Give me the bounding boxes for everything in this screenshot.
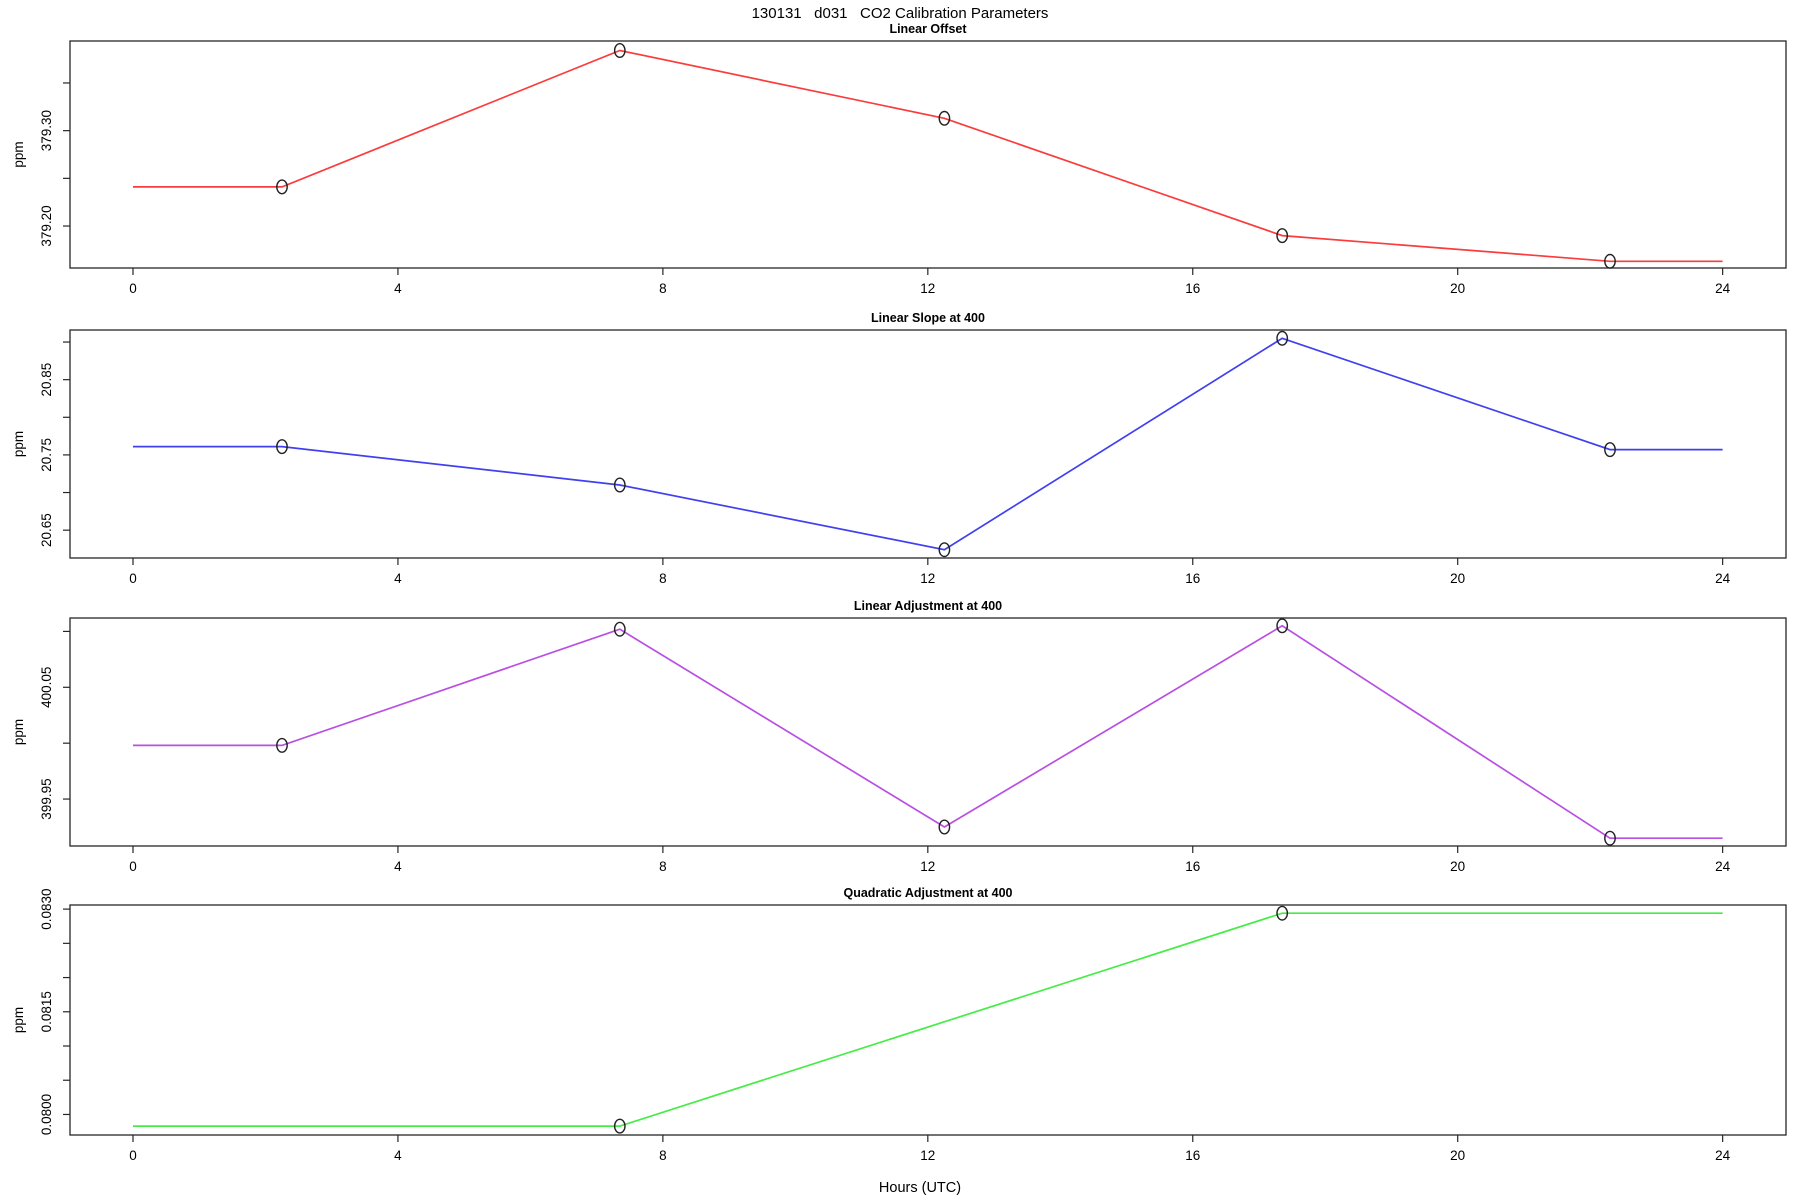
data-point-marker: [938, 819, 951, 835]
x-tick-label: 8: [659, 281, 667, 296]
panel-title: Quadratic Adjustment at 400: [843, 886, 1012, 900]
series-line: [133, 49, 1723, 263]
y-axis-label: ppm: [11, 1007, 26, 1033]
x-tick-label: 24: [1715, 1148, 1731, 1163]
data-point-marker: [938, 542, 951, 558]
x-tick-label: 16: [1185, 1148, 1200, 1163]
panel-title: Linear Offset: [889, 22, 967, 36]
y-tick-label: 20.85: [39, 363, 54, 397]
y-tick-label: 0.0800: [39, 1094, 54, 1135]
data-point-marker: [1276, 905, 1289, 921]
panel-title: Linear Slope at 400: [871, 311, 985, 325]
plot-border: [69, 40, 1787, 269]
y-tick-label: 379.30: [39, 110, 54, 151]
x-tick-label: 4: [394, 281, 402, 296]
data-point-marker: [1276, 618, 1289, 634]
y-axis-label: ppm: [11, 141, 26, 167]
x-axis-label: Hours (UTC): [879, 1180, 961, 1196]
x-tick-label: 24: [1715, 571, 1731, 586]
data-point-marker: [1276, 228, 1289, 244]
x-tick-label: 4: [394, 859, 402, 874]
data-point-marker: [1604, 253, 1616, 269]
x-tick-label: 8: [659, 571, 667, 586]
x-tick-label: 20: [1450, 571, 1465, 586]
x-tick-label: 0: [129, 859, 137, 874]
x-tick-label: 20: [1450, 859, 1465, 874]
y-axis-label: ppm: [11, 719, 26, 745]
panel-linear-adjustment: Linear Adjustment at 400 ppm 0 4 8 12 16 20 24…: [11, 599, 1787, 874]
x-tick-label: 12: [920, 859, 935, 874]
x-tick-label: 16: [1185, 859, 1200, 874]
x-tick-label: 12: [920, 1148, 935, 1163]
panel-linear-slope: Linear Slope at 400 ppm 0 4 8 12 16 20 24 20.65…: [11, 311, 1787, 586]
data-point-marker: [276, 737, 288, 753]
data-point-marker: [613, 477, 626, 493]
y-tick-label: 20.75: [39, 438, 54, 472]
y-tick-label: 400.05: [39, 667, 54, 708]
plot-area-quadratic-adjustment: 0 4 8 12 16 20 24 0.0800 0.0815 0.0830: [39, 888, 1787, 1163]
y-tick-label: 0.0830: [39, 888, 54, 929]
plot-area-linear-slope: 0 4 8 12 16 20 24 20.65 20.75 20.85: [39, 329, 1787, 586]
x-tick-label: 20: [1450, 281, 1465, 296]
y-tick-label: 399.95: [39, 778, 54, 819]
x-tick-label: 0: [129, 571, 137, 586]
x-tick-label: 16: [1185, 281, 1200, 296]
y-axis-label: ppm: [11, 431, 26, 457]
x-tick-label: 24: [1715, 859, 1731, 874]
x-tick-label: 12: [920, 281, 935, 296]
data-point-marker: [276, 439, 288, 455]
x-tick-label: 8: [659, 1148, 667, 1163]
plot-border: [69, 904, 1787, 1136]
data-point-marker: [938, 110, 951, 126]
x-tick-label: 12: [920, 571, 935, 586]
x-tick-label: 16: [1185, 571, 1200, 586]
data-point-marker: [276, 179, 288, 195]
plot-area-linear-adjustment: 0 4 8 12 16 20 24 399.95 400.05: [39, 617, 1787, 874]
x-tick-label: 0: [129, 1148, 137, 1163]
x-tick-label: 4: [394, 571, 402, 586]
data-point-marker: [613, 621, 626, 637]
data-point-marker: [1604, 830, 1616, 846]
series-line: [133, 912, 1723, 1127]
y-tick-label: 20.65: [39, 513, 54, 547]
plot-border: [69, 329, 1787, 559]
x-tick-label: 8: [659, 859, 667, 874]
panel-quadratic-adjustment: Quadratic Adjustment at 400 ppm 0 4 8 12 16 2…: [11, 886, 1787, 1163]
panel-title: Linear Adjustment at 400: [854, 599, 1002, 613]
y-tick-label: 0.0815: [39, 991, 54, 1032]
data-point-marker: [613, 1118, 626, 1134]
x-tick-label: 4: [394, 1148, 402, 1163]
series-line: [133, 337, 1723, 551]
x-tick-label: 0: [129, 281, 137, 296]
x-tick-label: 24: [1715, 281, 1731, 296]
panel-linear-offset: Linear Offset ppm 0 4 8 12 16 20 24 379.20 379.3…: [11, 22, 1787, 296]
data-point-marker: [613, 43, 626, 59]
plot-border: [69, 617, 1787, 847]
x-tick-label: 20: [1450, 1148, 1465, 1163]
data-point-marker: [1276, 330, 1289, 346]
data-point-marker: [1604, 442, 1616, 458]
figure-title: 130131 d031 CO2 Calibration Parameters: [751, 5, 1049, 22]
plot-area-linear-offset: 0 4 8 12 16 20 24 379.20 379.30: [39, 40, 1787, 296]
y-tick-label: 379.20: [39, 205, 54, 246]
series-line: [133, 624, 1723, 840]
